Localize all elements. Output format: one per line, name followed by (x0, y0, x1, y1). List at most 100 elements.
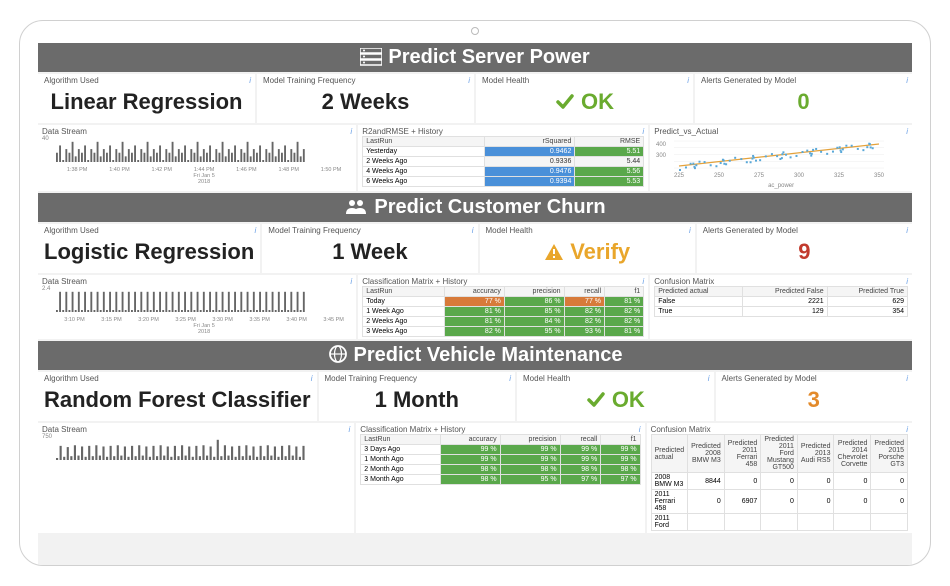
info-icon[interactable]: i (509, 374, 511, 383)
info-icon[interactable]: i (350, 127, 352, 136)
table-header: Predicted 2011 Ford Mustang GT500 (761, 435, 798, 473)
data-stream-card: iData Stream750 (38, 423, 354, 533)
card-label: Algorithm Used (44, 76, 249, 85)
table-header: Predicted 2014 Chevrolet Corvette (834, 435, 871, 473)
history-table: LastRunaccuracyprecisionrecallf13 Days A… (360, 434, 640, 485)
table-header: LastRun (363, 287, 445, 297)
freq-value: 1 Week (268, 235, 471, 271)
card-label: Model Training Frequency (325, 374, 510, 383)
confusion-table: Predicted actualPredicted FalsePredicted… (654, 286, 908, 317)
table-header: Predicted 2008 BMW M3 (688, 435, 725, 473)
table-header: recall (564, 287, 604, 297)
table-header: Predicted False (742, 287, 827, 297)
history-card: iR2andRMSE + HistoryLastRunrSquaredRMSEY… (358, 125, 648, 191)
table-header: Predicted 2015 Porsche GT3 (871, 435, 908, 473)
camera-dot (471, 27, 479, 35)
card-label: Data Stream (42, 277, 352, 286)
table-header: accuracy (440, 435, 500, 445)
info-icon[interactable]: i (639, 425, 641, 434)
info-icon[interactable]: i (689, 226, 691, 235)
history-table: LastRunrSquaredRMSEYesterday0.94625.512 … (362, 136, 644, 187)
panel-banner: Predict Customer Churn (38, 193, 912, 222)
card-label: Algorithm Used (44, 374, 311, 383)
scatter-card: iPredict_vs_Actual4003002252502753003253… (650, 125, 912, 191)
freq-card: iModel Training Frequency2 Weeks (257, 74, 474, 123)
card-label: Data Stream (42, 425, 350, 434)
info-icon[interactable]: i (468, 76, 470, 85)
table-row: True129354 (655, 307, 908, 317)
table-row: Yesterday0.94625.51 (363, 147, 644, 157)
table-header: f1 (605, 287, 644, 297)
info-icon[interactable]: i (906, 277, 908, 286)
card-label: Confusion Matrix (651, 425, 908, 434)
info-icon[interactable]: i (906, 425, 908, 434)
health-value: OK (523, 383, 708, 419)
info-icon[interactable]: i (472, 226, 474, 235)
alerts-value: 3 (722, 383, 907, 419)
info-icon[interactable]: i (906, 374, 908, 383)
freq-value: 1 Month (325, 383, 510, 419)
sparkline-chart (56, 136, 306, 167)
data-stream-card: iData Stream2.43:10 PM3:15 PM3:20 PM3:25… (38, 275, 356, 339)
algo-value: Linear Regression (44, 85, 249, 121)
algo-card: iAlgorithm UsedLogistic Regression (38, 224, 260, 273)
svg-text:300: 300 (794, 173, 805, 178)
device-frame: Predict Server PoweriAlgorithm UsedLinea… (19, 20, 931, 566)
info-icon[interactable]: i (906, 76, 908, 85)
freq-value: 2 Weeks (263, 85, 468, 121)
x-axis-subticks: Fri Jan 52018 (56, 173, 352, 185)
freq-card: iModel Training Frequency1 Month (319, 372, 516, 421)
table-row: 6 Weeks Ago0.93945.53 (363, 177, 644, 187)
panel-banner: Predict Vehicle Maintenance (38, 341, 912, 370)
table-row: 3 Weeks Ago82 %95 %93 %81 % (363, 327, 644, 337)
table-row: 2 Month Ago98 %98 %98 %98 % (361, 465, 640, 475)
info-icon[interactable]: i (311, 374, 313, 383)
history-card: iClassification Matrix + HistoryLastRuna… (356, 423, 644, 533)
info-icon[interactable]: i (906, 127, 908, 136)
table-header: LastRun (361, 435, 440, 445)
svg-text:400: 400 (656, 142, 667, 148)
history-table: LastRunaccuracyprecisionrecallf1Today77 … (362, 286, 644, 337)
table-header: precision (504, 287, 564, 297)
card-label: Model Health (486, 226, 689, 235)
alerts-card: iAlerts Generated by Model3 (716, 372, 912, 421)
table-header: Predicted 2011 Ferrari 458 (724, 435, 761, 473)
health-value: OK (482, 85, 687, 121)
x-axis-label: ac_power (654, 183, 908, 189)
table-row: 2008 BMW M3884400000 (651, 473, 907, 490)
info-icon[interactable]: i (350, 277, 352, 286)
card-label: Model Health (523, 374, 708, 383)
info-icon[interactable]: i (687, 76, 689, 85)
y-axis-label: 2.4 (42, 286, 56, 317)
freq-card: iModel Training Frequency1 Week (262, 224, 477, 273)
alerts-value: 9 (703, 235, 906, 271)
sparkline-chart (56, 434, 306, 465)
panel-banner: Predict Server Power (38, 43, 912, 72)
algo-card: iAlgorithm UsedRandom Forest Classifier (38, 372, 317, 421)
info-icon[interactable]: i (642, 127, 644, 136)
table-header: precision (500, 435, 560, 445)
health-value: Verify (486, 235, 689, 271)
alerts-value: 0 (701, 85, 906, 121)
table-row: False2221629 (655, 297, 908, 307)
table-header: Predicted True (827, 287, 907, 297)
info-icon[interactable]: i (642, 277, 644, 286)
y-axis-label: 40 (42, 136, 56, 167)
svg-text:225: 225 (674, 173, 685, 178)
x-axis-subticks: Fri Jan 52018 (56, 323, 352, 335)
info-icon[interactable]: i (249, 76, 251, 85)
y-axis-label: 750 (42, 434, 56, 465)
table-header: RMSE (575, 137, 644, 147)
dashboard: Predict Server PoweriAlgorithm UsedLinea… (38, 43, 912, 565)
info-icon[interactable]: i (708, 374, 710, 383)
info-icon[interactable]: i (906, 226, 908, 235)
card-label: Alerts Generated by Model (722, 374, 907, 383)
svg-text:300: 300 (656, 153, 667, 159)
info-icon[interactable]: i (349, 425, 351, 434)
algo-value: Random Forest Classifier (44, 383, 311, 419)
info-icon[interactable]: i (255, 226, 257, 235)
card-label: Classification Matrix + History (360, 425, 640, 434)
table-row: 1 Week Ago81 %85 %82 %82 % (363, 307, 644, 317)
history-card: iClassification Matrix + HistoryLastRuna… (358, 275, 648, 339)
table-row: 2 Weeks Ago0.93365.44 (363, 157, 644, 167)
